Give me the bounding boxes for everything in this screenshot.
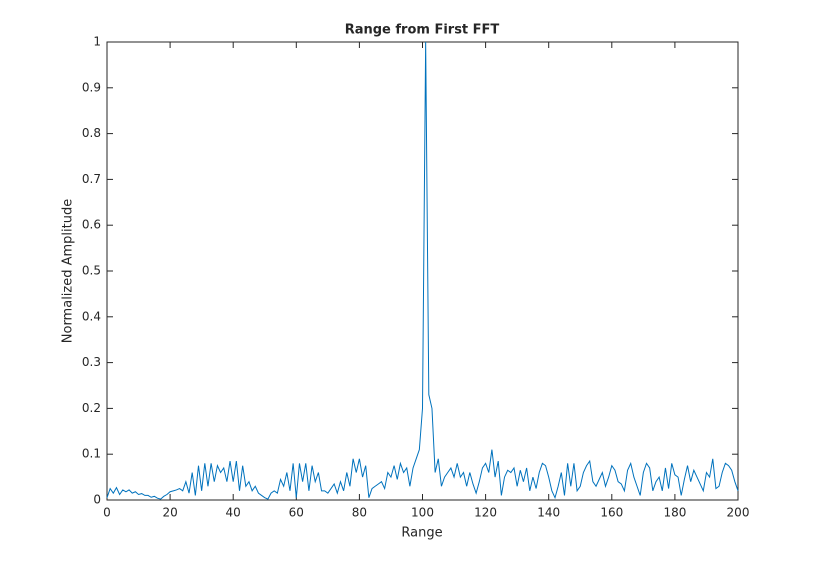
x-tick-label: 180 [663, 506, 686, 520]
x-tick-label: 40 [226, 506, 241, 520]
y-tick-label: 0.3 [82, 355, 101, 369]
x-tick-label: 80 [352, 506, 367, 520]
y-tick-label: 0.7 [82, 172, 101, 186]
y-tick-label: 0.1 [82, 447, 101, 461]
x-axis-label: Range [401, 526, 442, 541]
data-line [106, 41, 739, 500]
x-tick-label: 20 [162, 506, 177, 520]
y-tick-label: 1 [93, 35, 101, 49]
y-tick-label: 0.6 [82, 218, 101, 232]
x-tick-label: 0 [103, 506, 111, 520]
x-tick-label: 120 [474, 506, 497, 520]
y-tick-label: 0.4 [82, 309, 101, 323]
chart-title: Range from First FFT [345, 23, 500, 38]
x-tick-label: 200 [727, 506, 750, 520]
y-tick-label: 0.8 [82, 126, 101, 140]
x-tick-label: 60 [289, 506, 304, 520]
y-tick-label: 0.5 [82, 264, 101, 278]
x-tick-label: 160 [600, 506, 623, 520]
y-axis-label: Normalized Amplitude [61, 199, 76, 343]
x-tick-label: 100 [411, 506, 434, 520]
y-tick-label: 0.2 [82, 401, 101, 415]
y-tick-label: 0 [93, 493, 101, 507]
x-tick-label: 140 [537, 506, 560, 520]
y-tick-label: 0.9 [82, 80, 101, 94]
